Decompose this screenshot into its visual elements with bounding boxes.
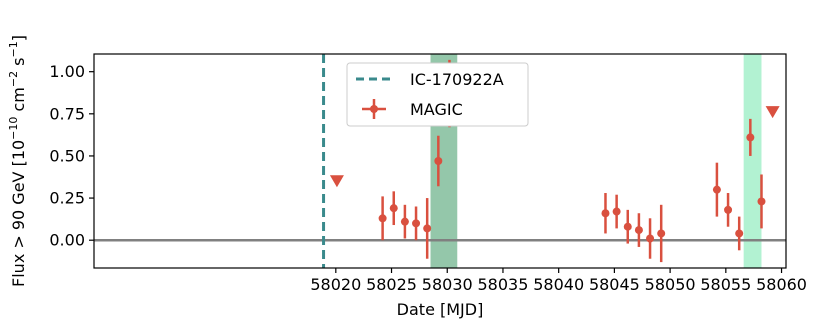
magic-series	[329, 59, 780, 263]
point-marker	[657, 229, 666, 238]
point-marker	[757, 197, 766, 206]
point-marker	[623, 222, 632, 231]
point-marker	[612, 207, 621, 216]
x-tick-label-58020: 58020	[310, 275, 361, 294]
data-point-8	[601, 193, 610, 234]
x-tick-label-58025: 58025	[366, 275, 417, 294]
point-marker	[735, 229, 744, 238]
data-point-13	[657, 204, 666, 263]
y-tick-label-3: 0.75	[49, 104, 85, 123]
point-marker	[423, 224, 432, 233]
y-label-prefix: Flux > 90 GeV [10	[9, 140, 28, 287]
data-point-14	[712, 162, 721, 217]
y-label-mid: cm	[9, 87, 28, 116]
data-point-1	[378, 196, 387, 241]
data-point-17	[746, 118, 755, 156]
point-marker	[412, 219, 421, 228]
data-point-5	[423, 198, 432, 259]
y-label-exp3: −1	[7, 41, 20, 57]
y-axis: 0.00 0.25 0.50 0.75 1.00	[49, 62, 94, 250]
legend-box	[346, 62, 529, 127]
point-marker	[389, 204, 398, 213]
y-label-mid2: s	[9, 57, 28, 70]
y-label-suffix: ]	[9, 35, 28, 41]
data-point-2	[389, 191, 398, 226]
x-tick-label-58045: 58045	[589, 275, 640, 294]
data-point-11	[634, 213, 643, 247]
point-marker	[712, 185, 721, 194]
x-axis: 58020 58025 58030 58035 58040 58045 58050 58055…	[310, 268, 807, 294]
upper-limit-marker-2	[765, 106, 780, 119]
x-tick-label-58030: 58030	[422, 275, 473, 294]
shaded-region-2	[743, 54, 762, 268]
data-point-18	[757, 174, 766, 229]
legend-magic-marker	[370, 105, 378, 113]
legend-event-label: IC-170922A	[410, 70, 504, 89]
point-marker	[601, 209, 610, 218]
y-label-exp1: −10	[7, 117, 20, 140]
y-tick-label-4: 1.00	[49, 62, 85, 81]
x-tick-label-58055: 58055	[700, 275, 751, 294]
point-marker	[378, 214, 387, 223]
point-marker	[434, 157, 443, 165]
point-marker	[646, 234, 655, 243]
point-marker	[634, 226, 643, 235]
legend-magic-label: MAGIC	[410, 100, 463, 119]
data-point-4	[412, 206, 421, 241]
y-label-exp2: −2	[7, 71, 20, 87]
data-point-6	[434, 135, 443, 187]
x-tick-label-58050: 58050	[645, 275, 696, 294]
data-point-15	[724, 193, 733, 227]
data-point-10	[623, 209, 632, 244]
data-point-16	[735, 216, 744, 251]
x-tick-label-58060: 58060	[756, 275, 807, 294]
y-tick-label-1: 0.25	[49, 189, 85, 208]
x-tick-label-58035: 58035	[478, 275, 529, 294]
x-axis-label: Date [MJD]	[397, 300, 484, 319]
data-point-12	[646, 218, 655, 259]
y-axis-label: Flux > 90 GeV [10−10 cm−2 s−1]	[7, 35, 28, 287]
plot-frame	[93, 53, 787, 269]
x-tick-label-58040: 58040	[533, 275, 584, 294]
data-point-3	[400, 204, 409, 239]
data-point-9	[612, 194, 621, 229]
point-marker	[746, 133, 755, 142]
point-marker	[400, 217, 409, 226]
upper-limit-marker-1	[329, 175, 344, 188]
y-tick-label-2: 0.50	[49, 146, 85, 165]
y-tick-label-0: 0.00	[49, 231, 85, 250]
legend: IC-170922A MAGIC	[346, 62, 529, 127]
point-marker	[724, 205, 733, 214]
